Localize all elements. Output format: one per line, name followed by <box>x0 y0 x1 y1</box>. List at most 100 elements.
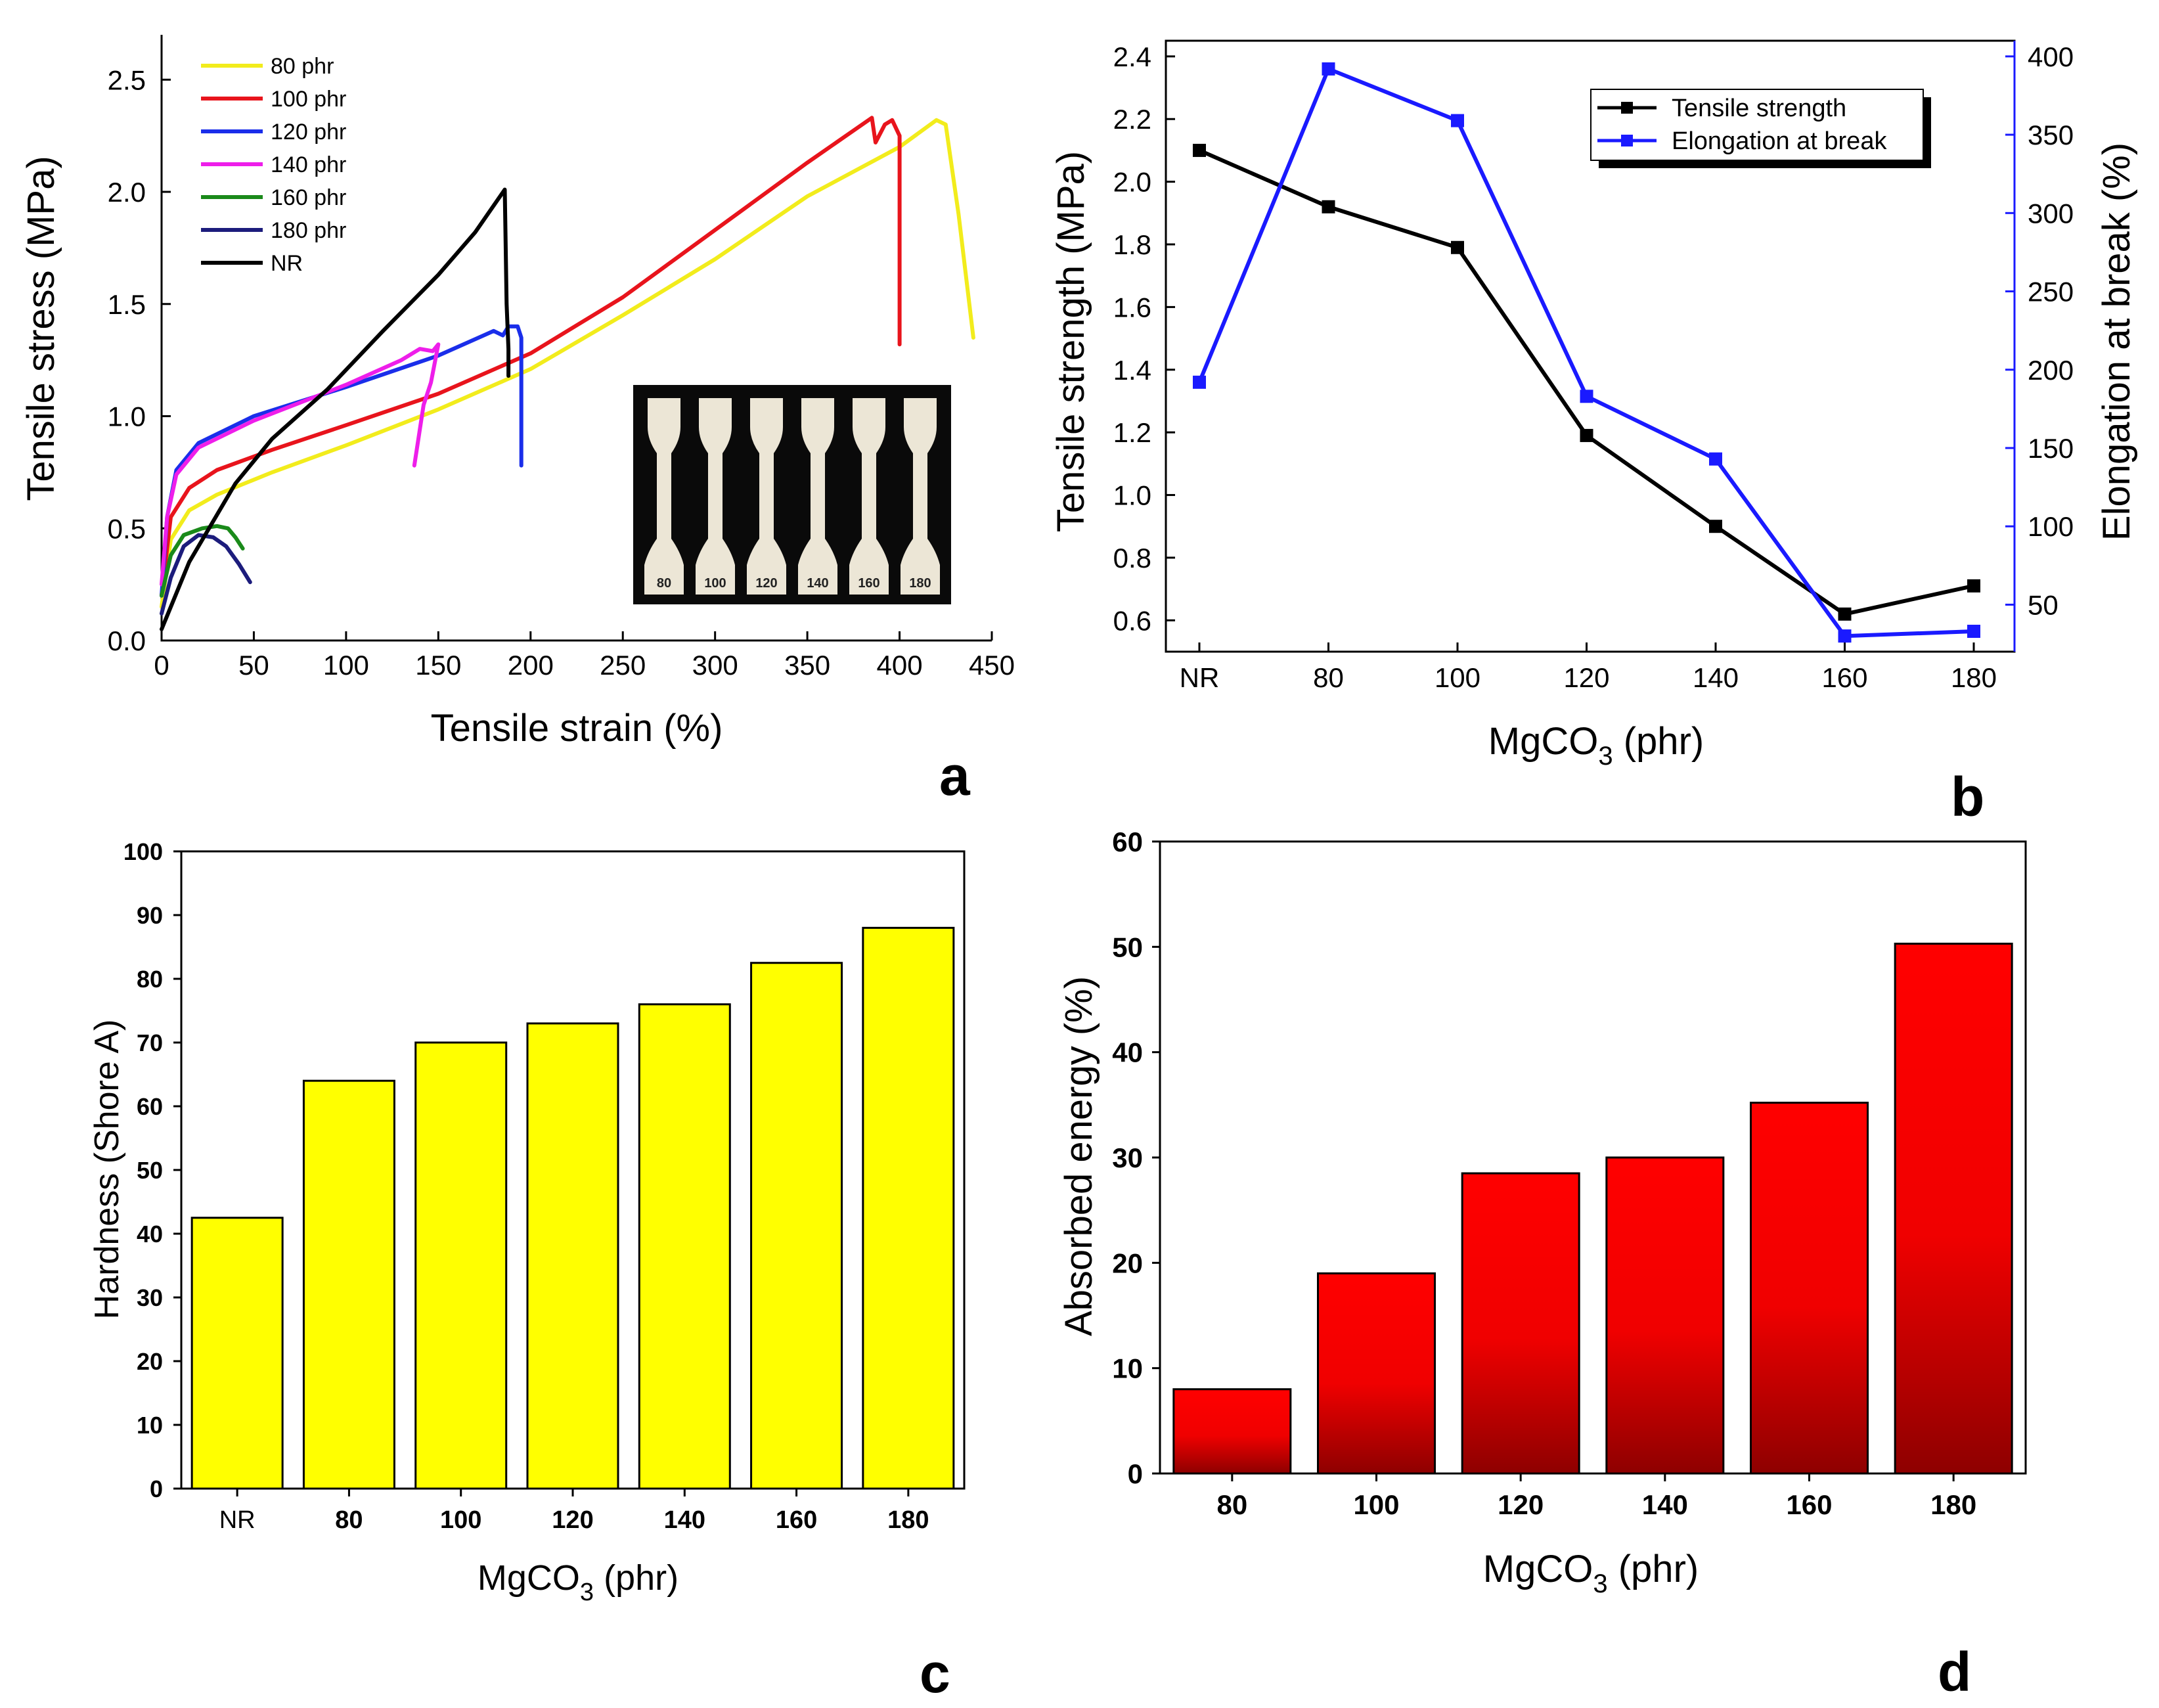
panel-a-x-tick-label: 100 <box>323 650 369 681</box>
panel-c-y-tick-label: 30 <box>137 1284 163 1311</box>
panel-a-series-140-phr <box>160 342 441 587</box>
specimen-strip <box>849 398 889 595</box>
panel-c-x-axis-label: MgCO3 (phr) <box>478 1558 679 1606</box>
panel-c-y-tick-label: 60 <box>137 1093 163 1120</box>
panel-a-x-tick-label: 300 <box>692 650 738 681</box>
specimen-label: 180 <box>909 576 931 591</box>
panel-a-y-tick-label: 2.5 <box>108 64 146 95</box>
panel-c-bar <box>862 926 955 1490</box>
legend-label-140-phr: 140 phr <box>271 152 346 177</box>
panel-c-y-tick-label: 80 <box>137 966 163 993</box>
specimen-strip <box>798 398 837 595</box>
panel-b-point-tensile-strength <box>1709 520 1722 533</box>
panel-c-y-tick-label: 40 <box>137 1221 163 1247</box>
legend-label-nr: NR <box>271 251 303 276</box>
panel-b-left-y-tick-label: 0.8 <box>1113 543 1151 573</box>
panel-b-left-y-tick-label: 1.8 <box>1113 229 1151 260</box>
panel-b-x-tick-label: 140 <box>1693 662 1739 693</box>
panel-a-series-80-phr <box>160 118 975 609</box>
panel-c-y-tick-label: 0 <box>150 1475 163 1502</box>
panel-a-series-100-phr <box>160 116 902 598</box>
panel-c-hardness: 0 10 20 30 40 50 60 70 80 90 100 NR 80 100 120 140 160 18… <box>88 838 966 1704</box>
panel-a-x-axis-label: Tensile strain (%) <box>431 707 723 750</box>
panel-d-bar <box>1317 1272 1436 1475</box>
panel-b-left-y-tick-label: 2.2 <box>1113 104 1151 135</box>
panel-a-x-tick-label: 250 <box>600 650 646 681</box>
panel-a-tensile-stress-strain: 0 50 100 150 200 250 300 350 400 450 0.0 0.5 1.0 1.5 2… <box>20 35 1015 807</box>
panel-b-x-tick-label: 180 <box>1951 662 1997 693</box>
panel-a-y-tick-label: 1.0 <box>108 401 146 432</box>
panel-c-y-tick-label: 70 <box>137 1029 163 1056</box>
panel-b-left-y-tick-label: 1.2 <box>1113 417 1151 448</box>
panel-b-right-y-tick-label: 400 <box>2028 41 2074 72</box>
legend-label-180-phr: 180 phr <box>271 218 346 243</box>
panel-b-point-elongation-at-break <box>1193 375 1206 389</box>
panel-c-bar <box>750 962 843 1490</box>
panel-b-x-tick-label: 160 <box>1821 662 1867 693</box>
panel-c-x-tick-label: 100 <box>440 1506 481 1534</box>
panel-d-y-tick-label: 20 <box>1112 1247 1143 1278</box>
panel-b-point-tensile-strength <box>1838 607 1852 621</box>
panel-d-x-tick-label: 100 <box>1353 1489 1399 1520</box>
panel-b-right-y-tick-label: 250 <box>2028 277 2074 307</box>
panel-d-x-tick-label: 180 <box>1930 1489 1976 1520</box>
panel-a-y-axis-label: Tensile stress (MPa) <box>20 156 62 501</box>
specimen-photo-inset: 80 100 120 140 160 180 <box>633 385 951 604</box>
specimen-label: 160 <box>858 576 879 591</box>
panel-b-right-y-tick-label: 350 <box>2028 120 2074 150</box>
panel-c-y-tick-label: 100 <box>123 838 163 865</box>
panel-c-y-axis-label: Hardness (Shore A) <box>88 1020 126 1320</box>
panel-b-point-elongation-at-break <box>1838 629 1852 643</box>
panel-c-x-tick-label: 160 <box>776 1506 817 1534</box>
panel-d-bar <box>1750 1102 1869 1475</box>
panel-c-x-tick-label: 180 <box>887 1506 929 1534</box>
panel-d-y-tick-label: 60 <box>1112 826 1143 857</box>
legend-label-160-phr: 160 phr <box>271 185 346 210</box>
panel-a-x-tick-label: 450 <box>969 650 1015 681</box>
panel-d-bar <box>1605 1156 1725 1475</box>
panel-c-y-tick-label: 10 <box>137 1412 163 1439</box>
specimen-strip <box>644 398 684 595</box>
specimen-strip <box>696 398 735 595</box>
panel-c-label: c <box>920 1642 950 1704</box>
panel-b-left-y-tick-label: 1.0 <box>1113 480 1151 511</box>
panel-c-bar <box>302 1079 395 1490</box>
panel-c-bar <box>526 1022 619 1490</box>
panel-d-x-axis-label: MgCO3 (phr) <box>1483 1548 1699 1598</box>
panel-b-left-y-tick-label: 1.6 <box>1113 292 1151 323</box>
panel-b-label: b <box>1951 766 1984 828</box>
specimen-label: 120 <box>755 576 777 591</box>
panel-b-legend: Tensile strength Elongation at break <box>1590 89 1931 168</box>
panel-b-left-y-tick-label: 0.6 <box>1113 605 1151 636</box>
panel-a-x-tick-label: 350 <box>784 650 830 681</box>
panel-a-legend: 80 phr 100 phr 120 phr 140 phr 160 phr 180 ph… <box>201 54 346 276</box>
panel-c-bar <box>414 1041 508 1490</box>
panel-b-point-elongation-at-break <box>1451 114 1464 127</box>
panel-b-line-tensile-strength <box>1198 148 1974 617</box>
panel-b-left-y-tick-label: 1.4 <box>1113 355 1151 386</box>
panel-a-y-tick-label: 0.0 <box>108 625 146 656</box>
panel-d-x-tick-label: 120 <box>1498 1489 1544 1520</box>
panel-b-right-y-tick-label: 300 <box>2028 198 2074 229</box>
panel-b-point-tensile-strength <box>1580 428 1593 442</box>
specimen-strip <box>747 398 786 595</box>
panel-d-absorbed-energy: 0 10 20 30 40 50 60 80 100 120 140 160 180 MgCO3 (ph… <box>1057 826 2027 1703</box>
panel-c-y-tick-label: 50 <box>137 1157 163 1184</box>
panel-d-y-tick-label: 30 <box>1112 1142 1143 1173</box>
panel-c-y-tick-label: 90 <box>137 902 163 929</box>
panel-d-bar <box>1894 943 2013 1475</box>
panel-b-right-y-tick-label: 150 <box>2028 433 2074 464</box>
panel-a-y-tick-label: 1.5 <box>108 289 146 320</box>
panel-d-y-tick-label: 40 <box>1112 1037 1143 1068</box>
panel-b-point-elongation-at-break <box>1580 390 1593 403</box>
panel-b-left-y-axis-label: Tensile strength (MPa) <box>1050 151 1092 532</box>
panel-c-bar <box>190 1217 284 1490</box>
panel-a-x-tick-label: 50 <box>238 650 269 681</box>
panel-b-x-tick-label: 120 <box>1563 662 1609 693</box>
panel-a-x-tick-label: 400 <box>877 650 923 681</box>
legend-label-120-phr: 120 phr <box>271 120 346 145</box>
specimen-label: 80 <box>657 576 671 591</box>
panel-b-right-y-tick-label: 100 <box>2028 511 2074 542</box>
legend-label-80-phr: 80 phr <box>271 54 334 79</box>
